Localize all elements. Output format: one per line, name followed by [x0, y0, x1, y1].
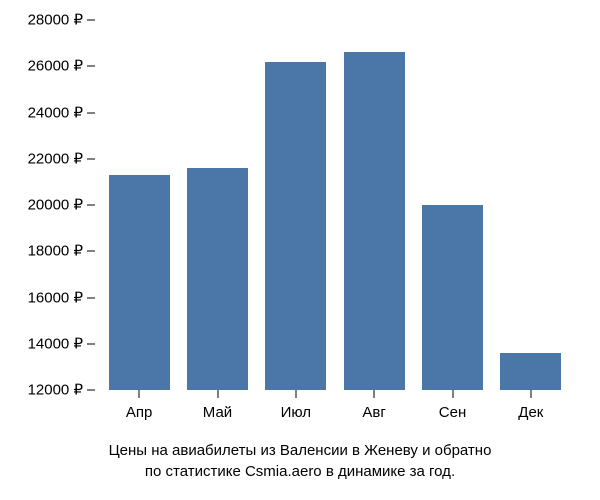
x-tick-label: Дек	[518, 404, 543, 421]
bar	[500, 353, 561, 390]
y-tick-label: 20000 ₽	[0, 198, 83, 213]
y-tick-label: 18000 ₽	[0, 244, 83, 259]
y-tick-mark	[87, 20, 95, 21]
y-tick-mark	[87, 297, 95, 298]
price-chart: 12000 ₽ 14000 ₽ 16000 ₽ 18000 ₽ 20000 ₽ 22000…	[0, 0, 600, 500]
x-tick-mark	[217, 390, 218, 398]
x-tick-mark	[452, 390, 453, 398]
y-axis: 12000 ₽14000 ₽16000 ₽18000 ₽20000 ₽22000…	[0, 20, 95, 390]
y-tick-label: 24000 ₽	[0, 105, 83, 120]
plot-area	[100, 20, 570, 390]
x-tick-mark	[530, 390, 531, 398]
x-tick-label: Июл	[281, 404, 311, 421]
x-tick-label: Апр	[126, 404, 152, 421]
y-tick-label: 26000 ₽	[0, 59, 83, 74]
y-tick-mark	[87, 343, 95, 344]
x-tick-mark	[295, 390, 296, 398]
y-tick-mark	[87, 251, 95, 252]
y-tick-mark	[87, 390, 95, 391]
bar	[422, 205, 483, 390]
x-tick-mark	[374, 390, 375, 398]
caption-line-2: по статистике Csmia.aero в динамике за г…	[0, 461, 600, 482]
y-tick-mark	[87, 112, 95, 113]
bar	[187, 168, 248, 390]
chart-caption: Цены на авиабилеты из Валенсии в Женеву …	[0, 440, 600, 482]
y-tick-label: 16000 ₽	[0, 290, 83, 305]
x-tick-label: Авг	[362, 404, 385, 421]
y-tick-label: 14000 ₽	[0, 336, 83, 351]
bar	[344, 52, 405, 390]
y-tick-mark	[87, 158, 95, 159]
y-tick-label: 28000 ₽	[0, 13, 83, 28]
x-tick-mark	[139, 390, 140, 398]
x-tick-label: Сен	[439, 404, 466, 421]
y-tick-label: 22000 ₽	[0, 151, 83, 166]
y-tick-mark	[87, 66, 95, 67]
caption-line-1: Цены на авиабилеты из Валенсии в Женеву …	[0, 440, 600, 461]
y-tick-mark	[87, 205, 95, 206]
x-tick-label: Май	[203, 404, 232, 421]
bar	[109, 175, 170, 390]
bar	[265, 62, 326, 390]
x-axis: Апр Май Июл Авг Сен Дек	[100, 390, 570, 430]
y-tick-label: 12000 ₽	[0, 383, 83, 398]
